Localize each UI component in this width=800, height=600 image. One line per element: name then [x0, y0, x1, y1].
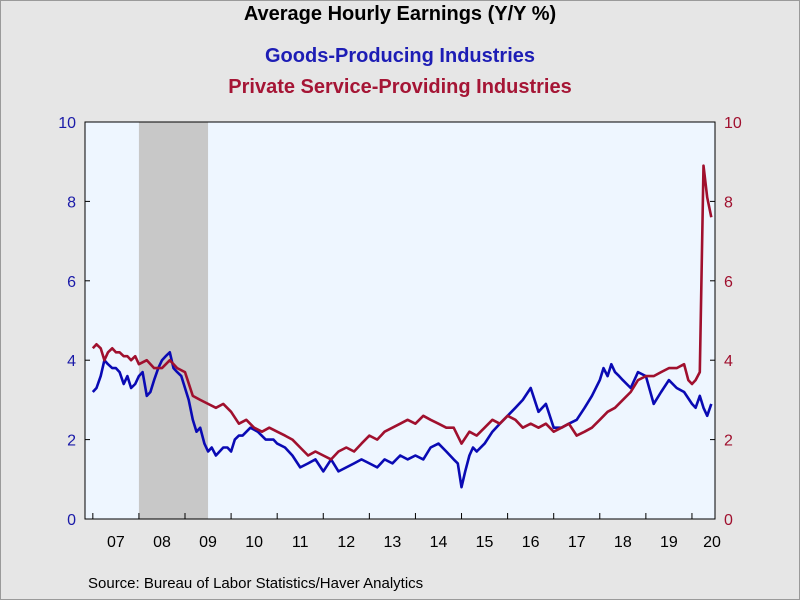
x-axis-tick-label: 19 — [660, 534, 678, 551]
left-axis-tick-label: 4 — [67, 353, 76, 370]
x-axis-tick-label: 20 — [703, 534, 721, 551]
right-axis-tick-label: 4 — [724, 353, 733, 370]
source-note: Source: Bureau of Labor Statistics/Haver… — [88, 575, 424, 592]
series-line-goods — [91, 350, 713, 489]
x-axis-tick-label: 15 — [476, 534, 494, 551]
right-axis-tick-label: 0 — [724, 512, 733, 529]
x-axis-tick-label: 10 — [245, 534, 263, 551]
plot-border — [84, 121, 716, 520]
x-axis-tick-label: 09 — [199, 534, 217, 551]
x-axis-tick-label: 18 — [614, 534, 632, 551]
x-axis-tick-label: 16 — [522, 534, 540, 551]
series-title-goods: Goods-Producing Industries — [264, 45, 535, 67]
chart-title: Average Hourly Earnings (Y/Y %) — [243, 3, 557, 25]
left-axis-tick-label: 0 — [67, 512, 76, 529]
x-axis-tick-label: 08 — [153, 534, 171, 551]
right-axis-tick-label: 2 — [724, 433, 733, 450]
x-axis-tick-label: 11 — [292, 534, 309, 551]
right-axis-tick-label: 10 — [724, 115, 742, 132]
recession-shading — [138, 122, 209, 519]
series-line-services — [91, 164, 713, 461]
x-axis-tick-label: 14 — [430, 534, 448, 551]
left-axis-tick-label: 6 — [67, 274, 76, 291]
x-axis-tick-label: 13 — [383, 534, 401, 551]
left-axis-tick-label: 8 — [67, 194, 76, 211]
x-axis-tick-label: 12 — [337, 534, 355, 551]
left-axis-tick-label: 10 — [58, 115, 76, 132]
left-axis-tick-label: 2 — [67, 433, 76, 450]
series-title-services: Private Service-Providing Industries — [228, 76, 572, 98]
right-axis-tick-label: 8 — [724, 194, 733, 211]
x-axis-tick-label: 17 — [568, 534, 586, 551]
x-axis-tick-label: 07 — [107, 534, 125, 551]
right-axis-tick-label: 6 — [724, 274, 733, 291]
